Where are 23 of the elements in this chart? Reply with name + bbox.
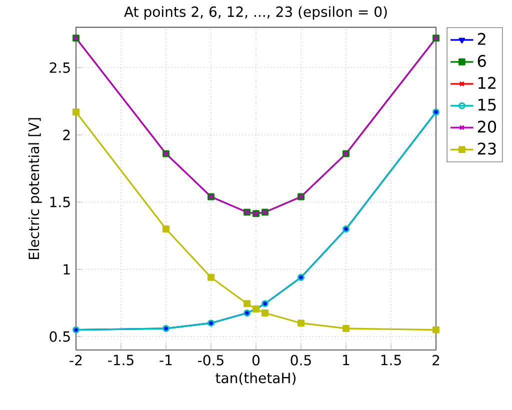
x-tick-label: 1.5 [381, 354, 401, 366]
x-tick-label: 2 [432, 354, 440, 366]
y-tick-label: 0.5 [50, 331, 70, 342]
x-tick-label: 0.5 [290, 354, 311, 366]
legend-label: 2 [478, 32, 486, 45]
x-tick-label: 0 [252, 354, 260, 366]
x-tick-label: 1 [343, 354, 350, 366]
y-axis-title: Electric potential [V] [28, 118, 42, 260]
y-tick-label: 1 [64, 264, 70, 274]
legend-label: 12 [478, 76, 496, 89]
legend-label: 23 [478, 142, 496, 155]
x-axis-title: tan(thetaH) [216, 372, 296, 385]
legend-label: 15 [478, 98, 496, 111]
y-tick-label: 2 [63, 130, 70, 140]
x-tick-label: -0.5 [198, 354, 224, 366]
x-tick-label: -2 [70, 354, 82, 366]
x-tick-label: -1 [160, 354, 172, 366]
chart-title: At points 2, 6, 12, ..., 23 (epsilon = 0) [124, 6, 387, 20]
y-tick-label: 2.5 [50, 62, 70, 73]
legend-label: 20 [478, 120, 496, 133]
legend-label: 6 [478, 54, 486, 68]
y-tick-label: 1.5 [50, 196, 70, 208]
x-tick-label: -1.5 [108, 354, 134, 366]
